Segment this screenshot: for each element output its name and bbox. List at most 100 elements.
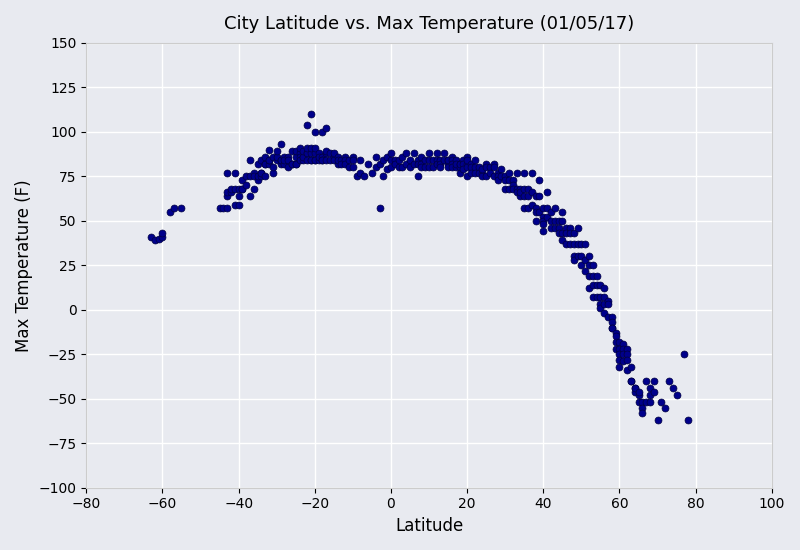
Point — [411, 156, 424, 164]
Point — [430, 160, 443, 168]
Point — [175, 204, 188, 213]
Point — [655, 398, 668, 406]
Point — [442, 163, 454, 172]
Point — [426, 156, 439, 164]
Point — [251, 175, 264, 184]
Point — [270, 147, 283, 156]
Point — [221, 191, 234, 200]
Point — [247, 168, 260, 177]
Point — [339, 156, 352, 164]
Point — [567, 256, 580, 265]
Point — [453, 163, 466, 172]
Y-axis label: Max Temperature (F): Max Temperature (F) — [15, 179, 33, 351]
Point — [373, 160, 386, 168]
Point — [434, 163, 447, 172]
Point — [552, 223, 565, 232]
Point — [502, 175, 515, 184]
Point — [586, 261, 599, 270]
Point — [537, 227, 550, 236]
Point — [331, 152, 344, 161]
Point — [450, 163, 462, 172]
Point — [530, 216, 542, 225]
Point — [308, 149, 321, 158]
Point — [537, 220, 550, 229]
Point — [571, 252, 584, 261]
Point — [262, 156, 275, 164]
Point — [461, 172, 474, 181]
Point — [251, 172, 264, 181]
Point — [274, 156, 287, 164]
Point — [335, 160, 348, 168]
Point — [305, 109, 318, 118]
Point — [346, 156, 359, 164]
Point — [541, 213, 554, 222]
Point — [530, 207, 542, 216]
Point — [320, 156, 333, 164]
Point — [316, 152, 329, 161]
Point — [450, 160, 462, 168]
Point — [522, 204, 534, 213]
Point — [255, 156, 268, 164]
Point — [567, 240, 580, 249]
Point — [240, 172, 253, 181]
Point — [502, 184, 515, 193]
Point — [556, 207, 569, 216]
Point — [556, 229, 569, 238]
Point — [628, 384, 641, 393]
Point — [213, 204, 226, 213]
Point — [537, 204, 550, 213]
Point — [606, 312, 618, 321]
Point — [320, 149, 333, 158]
Point — [262, 145, 275, 154]
Point — [422, 163, 435, 172]
Point — [582, 284, 595, 293]
Point — [293, 152, 306, 161]
Point — [613, 337, 626, 346]
Point — [476, 165, 489, 174]
Point — [499, 184, 512, 193]
Point — [438, 156, 450, 164]
Title: City Latitude vs. Max Temperature (01/05/17): City Latitude vs. Max Temperature (01/05… — [224, 15, 634, 33]
Point — [556, 236, 569, 245]
Point — [236, 175, 249, 184]
Point — [598, 284, 610, 293]
Point — [548, 204, 561, 213]
Point — [461, 156, 474, 164]
Point — [556, 216, 569, 225]
Point — [373, 204, 386, 213]
Point — [472, 168, 485, 177]
Point — [582, 272, 595, 280]
Point — [422, 149, 435, 158]
Point — [602, 300, 614, 309]
Point — [495, 165, 508, 174]
Point — [426, 163, 439, 172]
Point — [274, 160, 287, 168]
Point — [377, 156, 390, 164]
Point — [282, 163, 294, 172]
Point — [628, 384, 641, 393]
Point — [282, 152, 294, 161]
Point — [636, 409, 649, 417]
Point — [297, 152, 310, 161]
Point — [244, 172, 257, 181]
Point — [461, 152, 474, 161]
Point — [404, 163, 417, 172]
Point — [346, 163, 359, 172]
Point — [339, 160, 352, 168]
Point — [229, 184, 242, 193]
Point — [610, 344, 622, 353]
Point — [510, 184, 523, 193]
Point — [419, 163, 432, 172]
Point — [331, 156, 344, 164]
Point — [514, 184, 527, 193]
Point — [327, 149, 340, 158]
Point — [167, 204, 180, 213]
Point — [156, 229, 169, 238]
Point — [468, 156, 481, 164]
Point — [381, 165, 394, 174]
Point — [404, 156, 417, 164]
Point — [643, 391, 656, 400]
Point — [662, 377, 675, 386]
Point — [407, 149, 420, 158]
Point — [613, 344, 626, 353]
